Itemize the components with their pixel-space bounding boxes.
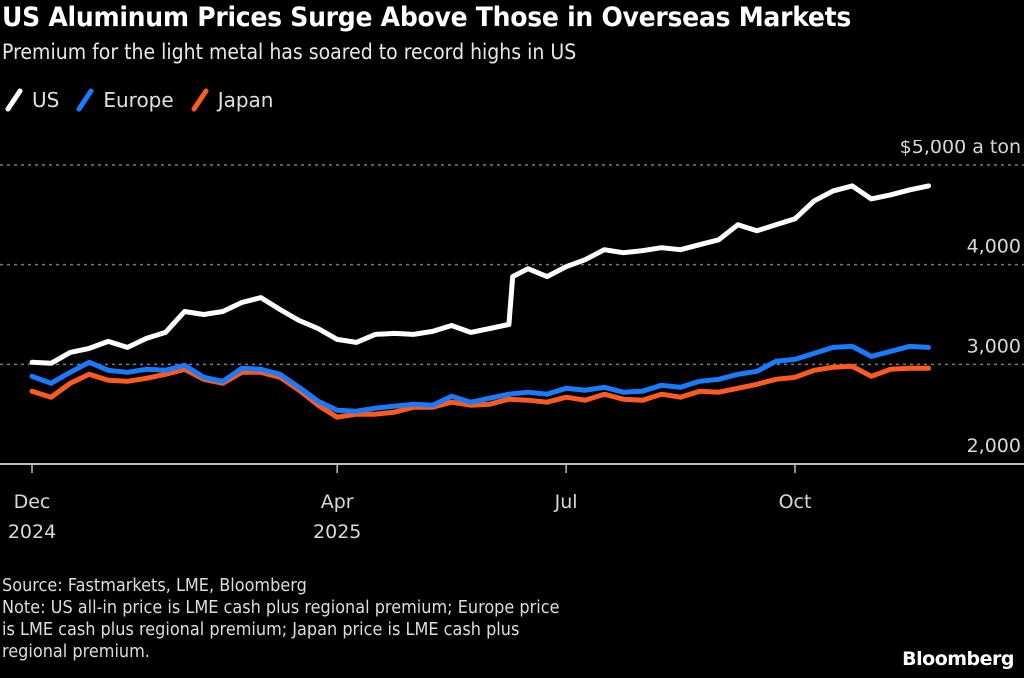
x-tick-label-dec: Dec <box>14 491 51 513</box>
footer: Source: Fastmarkets, LME, Bloomberg Note… <box>2 575 560 663</box>
legend-label-europe: Europe <box>103 88 174 112</box>
y-tick-label-2000: 2,000 <box>967 435 1021 457</box>
legend-swatch-europe-icon <box>76 88 94 112</box>
x-axis: Dec 2024 Apr 2025 Jul Oct <box>0 463 1024 543</box>
note-line-2: is LME cash plus regional premium; Japan… <box>2 620 520 640</box>
legend-item-japan: Japan <box>190 88 274 112</box>
series-line-japan <box>29 363 931 420</box>
legend-item-us: US <box>4 88 59 112</box>
y-axis-labels: 2,000 3,000 4,000 $5,000 a ton <box>900 140 1021 457</box>
x-tick-label-oct: Oct <box>779 491 812 513</box>
y-tick-label-5000: $5,000 a ton <box>900 140 1021 158</box>
legend-swatch-japan-icon <box>191 88 209 112</box>
x-tick-label-jul: Jul <box>554 491 578 513</box>
legend-label-us: US <box>32 88 60 112</box>
chart-subtitle: Premium for the light metal has soared t… <box>2 40 577 64</box>
bloomberg-logo: Bloomberg <box>902 648 1014 670</box>
gridlines <box>0 164 1024 366</box>
series-line-europe <box>29 343 931 414</box>
x-tick-label-apr: Apr <box>321 491 354 513</box>
note-line-1: Note: US all-in price is LME cash plus r… <box>2 598 560 618</box>
x-tick-year-2024: 2024 <box>8 521 56 543</box>
y-tick-label-3000: 3,000 <box>967 335 1021 357</box>
series-line-us <box>29 183 931 366</box>
legend-label-japan: Japan <box>217 88 274 112</box>
legend-swatch-us-icon <box>5 88 23 112</box>
y-tick-label-4000: 4,000 <box>967 236 1021 258</box>
x-tick-year-2025: 2025 <box>313 521 361 543</box>
legend-item-europe: Europe <box>75 88 174 112</box>
series-lines <box>29 183 931 420</box>
source-note: Source: Fastmarkets, LME, Bloomberg <box>2 576 307 596</box>
line-chart: 2,000 3,000 4,000 $5,000 a ton Dec 2024 Apr 20… <box>0 140 1024 543</box>
legend: US Europe Japan <box>4 88 289 112</box>
note-line-3: regional premium. <box>2 642 150 662</box>
chart-title: US Aluminum Prices Surge Above Those in … <box>2 2 852 33</box>
